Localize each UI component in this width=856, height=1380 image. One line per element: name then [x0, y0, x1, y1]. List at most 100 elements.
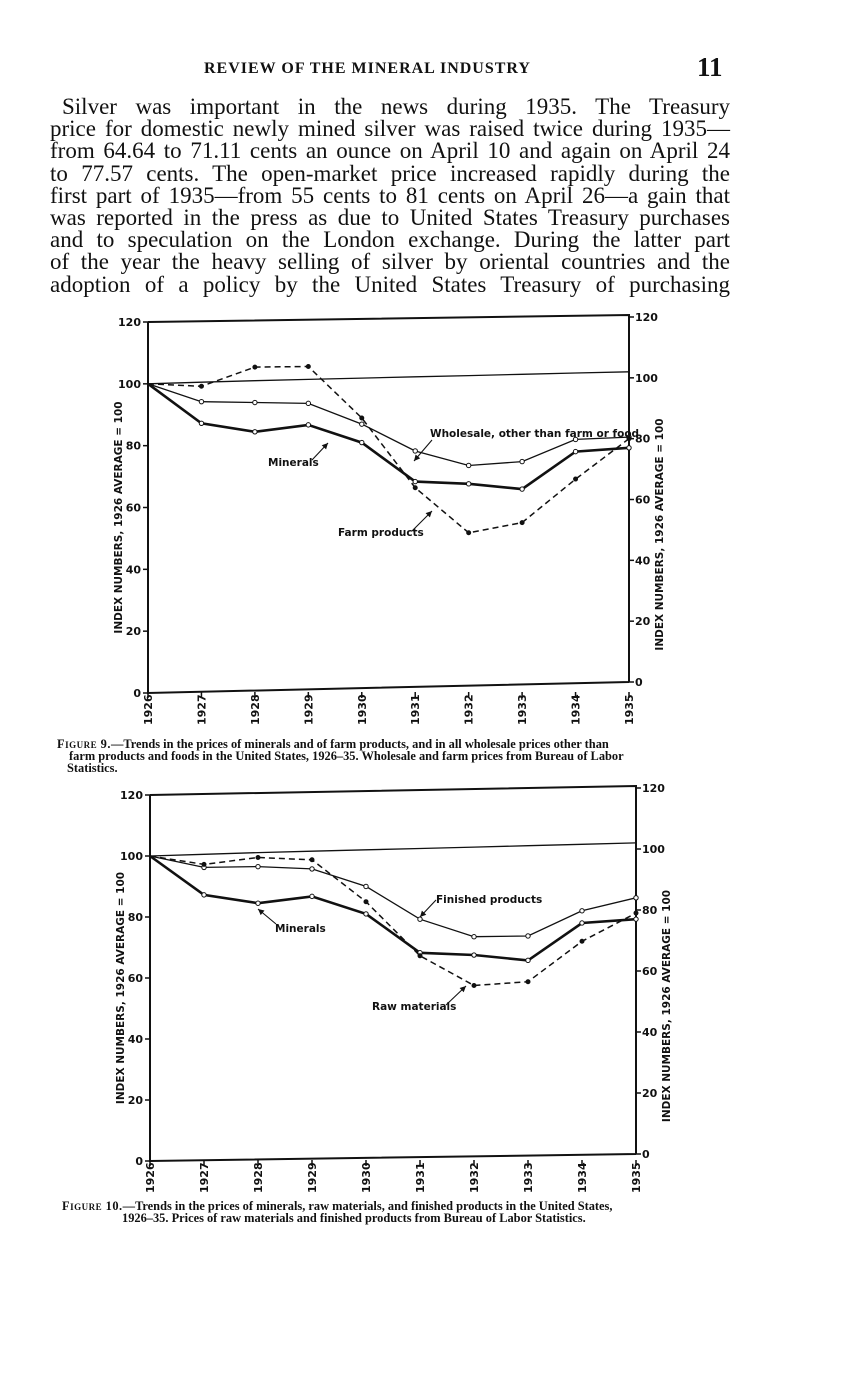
- minerals-series-line: [147, 382, 630, 491]
- farm-products-series-label: Farm products: [338, 527, 424, 539]
- minerals-point: [252, 429, 258, 435]
- x-tick-label: 1935: [623, 694, 636, 725]
- x-tick-label: 1928: [249, 694, 262, 725]
- left-y-tick-label: 20: [126, 625, 142, 638]
- finished-products-series-label: Finished products: [436, 894, 542, 906]
- minerals-point: [579, 920, 585, 926]
- wholesale-other-than-farm-or-food-point: [305, 400, 312, 407]
- raw-materials-point: [363, 899, 369, 905]
- minerals-point: [309, 893, 315, 900]
- x-tick-label: 1927: [195, 694, 208, 725]
- figure-10-caption: Figure 10.—Trends in the prices of miner…: [62, 1200, 738, 1224]
- x-tick-label: 1929: [306, 1162, 319, 1193]
- minerals-series-label: Minerals: [268, 457, 319, 469]
- left-y-tick-label: 120: [118, 316, 141, 329]
- wholesale-other-than-farm-or-food-leader-arrowhead: [414, 454, 421, 461]
- minerals-point: [572, 448, 579, 455]
- reference-series-line: [147, 371, 630, 385]
- right-y-tick-label: 40: [642, 1026, 658, 1039]
- x-tick-label: 1933: [522, 1162, 535, 1193]
- minerals-point: [255, 900, 261, 906]
- body-line: to 77.57 cents. The open-market price in…: [50, 160, 730, 186]
- left-y-tick-label: 60: [126, 502, 142, 515]
- figure-9-caption-text: —Trends in the prices of minerals and of…: [110, 737, 609, 751]
- minerals-point: [633, 916, 639, 922]
- x-tick-label: 1930: [360, 1162, 373, 1193]
- farm-products-point: [412, 485, 418, 491]
- raw-materials-point: [633, 910, 639, 916]
- finished-products-point: [417, 916, 423, 922]
- farm-products-series-line: [147, 365, 630, 534]
- right-y-tick-label: 20: [642, 1087, 658, 1100]
- right-y-axis-title: INDEX NUMBERS, 1926 AVERAGE = 100: [661, 890, 673, 1122]
- minerals-point: [519, 486, 525, 492]
- farm-products-point: [252, 364, 258, 370]
- figure-10-caption-line2: 1926–35. Prices of raw materials and fin…: [122, 1211, 586, 1225]
- left-y-tick-label: 40: [128, 1033, 144, 1046]
- raw-materials-point: [579, 938, 585, 944]
- raw-materials-series-label: Raw materials: [372, 1001, 456, 1013]
- page-number: 11: [697, 52, 723, 82]
- finished-products-point: [633, 895, 639, 901]
- finished-products-point: [471, 934, 477, 940]
- x-tick-label: 1927: [198, 1162, 211, 1193]
- wholesale-other-than-farm-or-food-point: [465, 462, 472, 469]
- left-y-tick-label: 100: [118, 378, 141, 391]
- right-y-tick-label: 20: [635, 615, 651, 628]
- figure-9-caption-line2: farm products and foods in the United St…: [69, 749, 624, 763]
- minerals-point: [359, 439, 365, 446]
- minerals-series-label: Minerals: [275, 923, 326, 935]
- wholesale-other-than-farm-or-food-point: [519, 458, 525, 465]
- minerals-point: [412, 478, 418, 485]
- left-y-tick-label: 60: [128, 972, 144, 985]
- finished-products-point: [363, 883, 369, 890]
- body-line: price for domestic newly mined silver wa…: [50, 116, 730, 142]
- plot-frame: [149, 784, 637, 1163]
- reference-series-line: [149, 842, 637, 857]
- finished-products-point: [579, 908, 585, 914]
- figure-10-chart: 0 20 40 60 80 100 120 0 20 40 60 80 100 120 1926 1927 19…: [115, 782, 673, 1193]
- figure-10-caption-text: —Trends in the prices of minerals, raw m…: [122, 1199, 613, 1213]
- minerals-point: [465, 481, 472, 487]
- minerals-leader-arrowhead: [258, 909, 265, 916]
- x-tick-label: 1928: [252, 1162, 265, 1193]
- finished-products-point: [525, 933, 531, 939]
- right-y-tick-label: 0: [635, 676, 643, 689]
- raw-materials-point: [525, 979, 531, 985]
- raw-materials-point: [471, 983, 477, 989]
- right-y-tick-label: 100: [635, 372, 658, 385]
- farm-products-point: [198, 383, 204, 389]
- right-y-axis-title: INDEX NUMBERS, 1926 AVERAGE = 100: [654, 418, 666, 650]
- farm-products-point: [519, 520, 525, 526]
- farm-products-point: [466, 530, 472, 536]
- left-y-tick-label: 80: [128, 911, 144, 924]
- x-tick-label: 1932: [463, 694, 476, 725]
- finished-products-leader-arrowhead: [420, 910, 427, 917]
- minerals-point: [201, 892, 207, 898]
- wholesale-other-than-farm-or-food-series-label: Wholesale, other than farm or food: [430, 428, 639, 440]
- farm-products-leader-arrowhead: [425, 511, 432, 518]
- x-tick-label: 1930: [356, 694, 369, 725]
- body-line: was reported in the press as due to Unit…: [50, 205, 730, 231]
- minerals-point: [198, 420, 205, 426]
- right-y-tick-label: 80: [635, 433, 651, 446]
- wholesale-other-than-farm-or-food-point: [359, 421, 365, 427]
- x-tick-label: 1932: [468, 1162, 481, 1193]
- left-y-tick-label: 120: [120, 789, 143, 802]
- minerals-point: [471, 952, 477, 958]
- right-y-tick-label: 0: [642, 1148, 650, 1161]
- page-header: REVIEW OF THE MINERAL INDUSTRY 11: [0, 52, 856, 86]
- left-y-tick-label: 0: [135, 1155, 143, 1168]
- x-tick-label: 1934: [576, 1162, 589, 1193]
- x-tick-label: 1931: [409, 694, 422, 725]
- raw-materials-point: [201, 861, 207, 867]
- finished-products-point: [255, 863, 261, 870]
- left-y-tick-label: 100: [120, 850, 143, 863]
- wholesale-other-than-farm-or-food-point: [252, 399, 258, 406]
- x-tick-label: 1935: [630, 1162, 643, 1193]
- finished-products-point: [309, 866, 315, 872]
- figure-10-label: Figure 10.: [62, 1199, 123, 1213]
- raw-materials-point: [309, 857, 315, 863]
- raw-materials-point: [417, 953, 423, 959]
- right-y-tick-label: 120: [635, 311, 658, 324]
